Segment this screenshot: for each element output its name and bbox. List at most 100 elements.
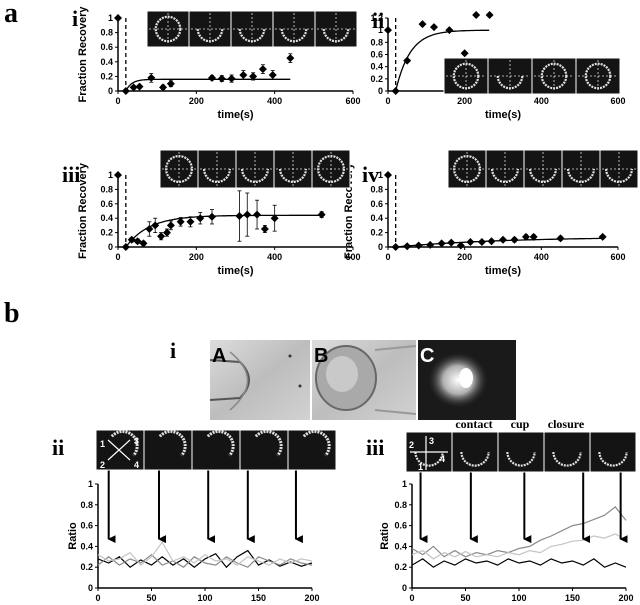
chart-b-iii: iii00.20.40.60.81050100150200time(s)Rati… [366,435,634,603]
y-tick-label: 0 [88,583,93,593]
x-tick-label: 200 [457,96,472,106]
micrograph-phase-B: B [312,340,417,420]
image-frame [239,429,289,471]
x-tick-label: 0 [409,593,414,603]
data-point [196,214,205,223]
micrograph-phase-A: A [209,340,310,420]
y-tick-label: 0.2 [394,562,407,572]
x-tick-label: 200 [304,593,319,603]
panel-b-letter: b [4,298,20,329]
subpanel-label: ii [372,8,384,33]
data-point [249,72,258,81]
data-point [499,235,507,244]
subpanel-label: ii [52,435,64,460]
data-point [176,217,185,226]
data-point [487,237,496,246]
x-tick-label: 50 [146,593,156,603]
cell-ring [278,168,308,184]
chart-a-iii: iii 0 0.2 0.4 0.6 0.8 1 0 200 400 600 time(s) Fracti… [62,162,361,277]
y-tick-label: 0.8 [394,500,407,510]
image-strip-a-iv [447,149,639,189]
data-point [445,26,454,35]
data-point [127,235,136,244]
y-tick-label: 0 [108,242,113,252]
data-point [418,20,427,29]
x-tick-label: 400 [534,252,549,262]
data-point [384,26,392,35]
data-point [391,87,400,95]
series-line [97,553,313,568]
data-point [403,242,412,251]
y-axis-title: Ratio [379,522,391,550]
y-tick-label: 0 [378,242,383,252]
data-point [477,237,486,246]
data-point [129,83,138,92]
x-tick-label: 400 [534,96,549,106]
data-point [121,243,130,251]
quadrant-number: 2 [100,460,105,470]
y-tick-label: 0.8 [370,184,383,194]
data-point [135,82,144,91]
data-point [414,241,423,250]
panel-a-letter: a [4,0,18,29]
x-tick-label: 400 [267,252,282,262]
data-point [510,235,519,244]
data-point [162,228,171,237]
image-strip-a-i [146,10,358,48]
cell-ring [240,168,270,184]
data-point [253,210,262,219]
data-point [114,171,122,179]
image-strip-b-iii: 1 2 34 contact cup closure [405,417,637,473]
subpanel-label: iv [362,162,379,187]
cell-ring [254,429,283,457]
data-point [208,212,216,221]
data-point [485,10,494,19]
cell-ring [158,429,187,457]
image-frame [287,429,337,471]
data-point [466,237,475,246]
data-point [239,70,248,79]
series-line [411,558,627,568]
data-point [147,73,156,82]
y-tick-label: 1 [108,170,113,180]
y-tick-label: 0.8 [100,184,113,194]
quadrant-number: 3 [429,436,434,446]
quadrant-number: 1 [418,462,423,472]
data-point [598,232,607,241]
series-line [97,541,313,566]
y-tick-label: 1 [378,25,383,35]
chart-a-i: i 0 0.2 0.4 0.6 0.8 1 0 200 400 600 time(s) Fraction… [72,6,361,121]
x-axis-title: time(s) [217,109,253,121]
data-point [556,234,565,243]
y-tick-label: 0 [378,86,383,96]
data-point [403,56,412,65]
y-tick-label: 0.8 [80,500,93,510]
data-point [529,232,538,241]
data-point [235,212,244,221]
data-point [145,225,154,233]
y-tick-label: 0.8 [370,37,383,47]
y-tick-label: 0.4 [100,213,113,223]
x-tick-label: 100 [197,593,212,603]
micrograph-fluorescence-C: C [418,340,516,420]
x-axis-title: time(s) [485,109,521,121]
cell-ring [490,168,520,184]
data-point [159,83,168,92]
data-point [151,221,160,230]
cell-ring [202,168,232,184]
x-tick-label: 0 [385,252,390,262]
y-tick-label: 0.4 [370,213,383,223]
quadrant-number: 2 [409,440,414,450]
x-tick-label: 600 [610,252,625,262]
data-point [243,210,252,219]
data-point [522,232,530,241]
data-point [456,241,465,250]
x-tick-label: 0 [385,96,390,106]
quadrant-number: 1 [100,439,105,449]
micrograph-label: i [170,338,176,363]
quadrant-overlay [410,436,448,470]
cell-ring [460,451,490,467]
data-point [260,225,269,233]
data-point [317,210,326,219]
